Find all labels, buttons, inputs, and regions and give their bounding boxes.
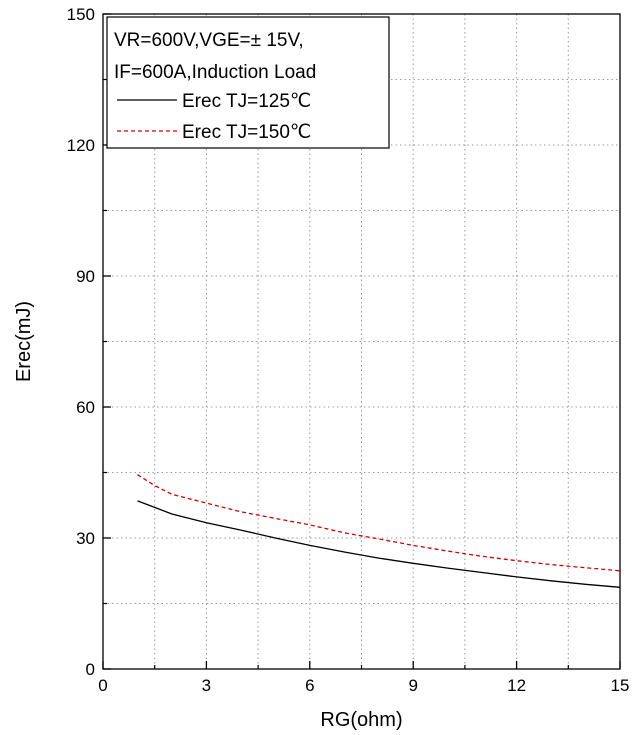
- legend: VR=600V,VGE=± 15V, IF=600A,Induction Loa…: [106, 16, 390, 149]
- legend-box: [106, 16, 390, 149]
- y-tick-label: 0: [86, 660, 95, 679]
- x-tick-label: 15: [611, 676, 630, 695]
- legend-label-125: Erec TJ=125℃: [182, 91, 311, 112]
- x-tick-label: 3: [202, 676, 211, 695]
- y-tick-label: 150: [67, 5, 95, 24]
- series-line-150: [137, 474, 621, 572]
- x-tick-label: 9: [408, 676, 417, 695]
- y-tick-label: 60: [76, 398, 95, 417]
- y-tick-label: 30: [76, 529, 95, 548]
- y-axis-title: Erec(mJ): [13, 301, 35, 382]
- legend-condition-line-1: VR=600V,VGE=± 15V,: [114, 30, 304, 51]
- legend-label-150: Erec TJ=150℃: [182, 122, 311, 143]
- legend-condition-line-2: IF=600A,Induction Load: [114, 62, 316, 83]
- series: [137, 474, 621, 588]
- y-tick-label: 120: [67, 136, 95, 155]
- x-axis-title: RG(ohm): [320, 709, 402, 731]
- series-line-125: [137, 500, 621, 588]
- y-tick-label: 90: [76, 267, 95, 286]
- x-tick-label: 12: [507, 676, 526, 695]
- x-tick-label: 6: [305, 676, 314, 695]
- x-tick-label: 0: [98, 676, 107, 695]
